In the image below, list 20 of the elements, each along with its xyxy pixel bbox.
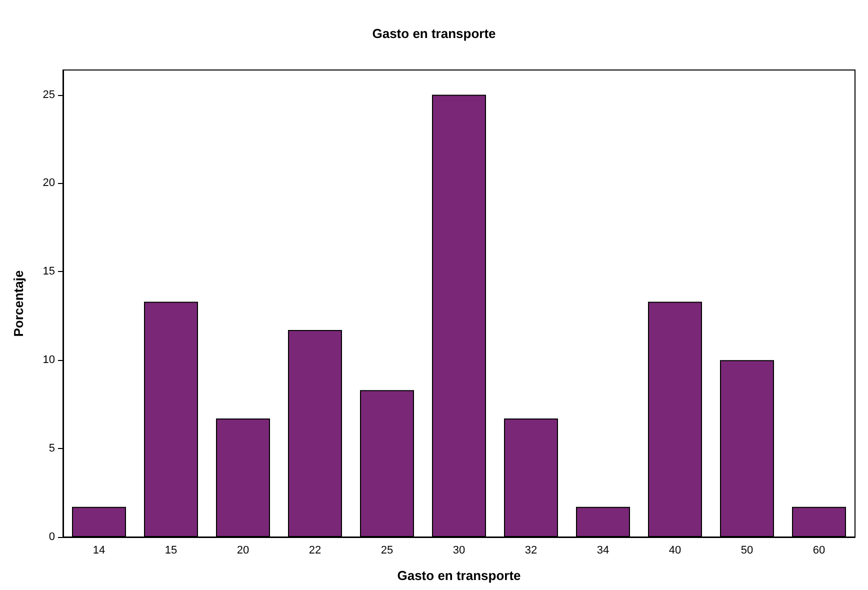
x-tick-label: 60 [812, 544, 826, 556]
x-tick-label: 40 [668, 544, 682, 556]
x-axis-title: Gasto en transporte [397, 568, 521, 583]
x-tick-label: 22 [308, 544, 322, 556]
y-tick-label: 10 [42, 354, 55, 366]
y-tick-label: 25 [42, 88, 55, 101]
x-tick-label: 32 [524, 544, 538, 556]
y-tick-label: 0 [48, 531, 55, 543]
y-axis-title: Porcentaje [11, 270, 26, 337]
x-tick-label: 50 [740, 544, 754, 556]
x-tick-label: 15 [164, 544, 178, 556]
y-tick-label: 15 [42, 266, 55, 278]
x-tick-label: 30 [452, 544, 466, 556]
chart-title: Gasto en transporte [372, 26, 496, 41]
x-tick-label: 34 [596, 544, 610, 556]
y-tick-label: 20 [42, 177, 55, 190]
x-tick-label: 14 [92, 544, 106, 556]
x-tick-label: 25 [380, 544, 394, 556]
x-tick-label: 20 [236, 544, 250, 556]
y-tick-label: 5 [48, 442, 55, 455]
